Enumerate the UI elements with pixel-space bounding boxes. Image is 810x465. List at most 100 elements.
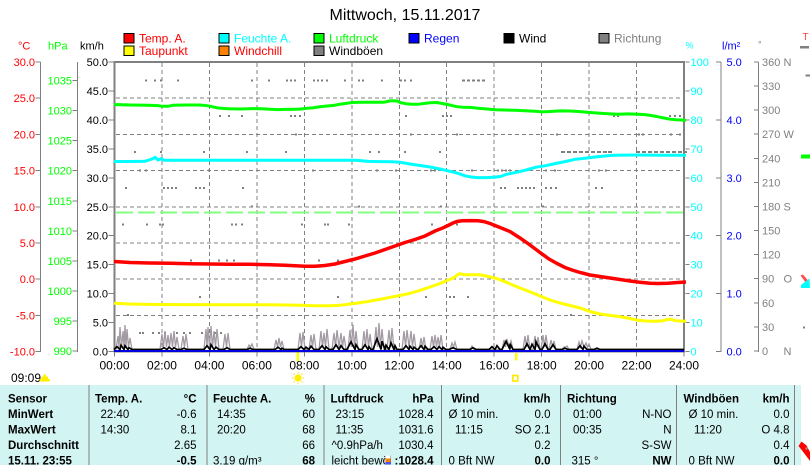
svg-text:Windböen: Windböen	[684, 394, 739, 406]
svg-text:70: 70	[691, 144, 703, 156]
svg-text:S: S	[784, 201, 791, 213]
svg-text:1035: 1035	[48, 76, 72, 88]
svg-text:Durchschnitt: Durchschnitt	[8, 440, 79, 452]
svg-text:%: %	[305, 394, 315, 406]
svg-text:hPa: hPa	[412, 394, 434, 406]
svg-text:Feuchte A.: Feuchte A.	[213, 394, 271, 406]
svg-text:Temp. A.: Temp. A.	[139, 32, 186, 46]
svg-text:8.1: 8.1	[181, 425, 197, 437]
svg-text:14:00: 14:00	[432, 359, 462, 373]
svg-text:0.0: 0.0	[535, 456, 551, 465]
svg-text:Sensor: Sensor	[8, 394, 48, 406]
svg-text:10:00: 10:00	[337, 359, 367, 373]
svg-text:0.0: 0.0	[93, 347, 108, 359]
svg-text:40.0: 40.0	[87, 115, 108, 127]
svg-text:90: 90	[691, 86, 703, 98]
svg-text:0.0: 0.0	[774, 409, 790, 421]
svg-text:240: 240	[762, 153, 780, 165]
svg-text:Ø 10 min.: Ø 10 min.	[689, 409, 739, 421]
svg-text:Temp. A.: Temp. A.	[95, 394, 142, 406]
svg-text:120: 120	[762, 250, 780, 262]
svg-text:km/h: km/h	[763, 394, 790, 406]
svg-text:S-SW: S-SW	[641, 440, 671, 452]
svg-text:2.0: 2.0	[727, 231, 742, 243]
svg-text:24:00: 24:00	[669, 359, 699, 373]
svg-text:06:00: 06:00	[242, 359, 272, 373]
svg-text:300: 300	[762, 105, 780, 117]
svg-text:30.0: 30.0	[14, 57, 35, 69]
svg-text:14:35: 14:35	[217, 409, 246, 421]
svg-text:1005: 1005	[48, 256, 72, 268]
svg-text:22:40: 22:40	[101, 409, 130, 421]
svg-text:3.0: 3.0	[727, 173, 742, 185]
svg-text:1031.6: 1031.6	[398, 425, 433, 437]
svg-text:04:00: 04:00	[194, 359, 224, 373]
svg-text:10.0: 10.0	[14, 202, 35, 214]
svg-text:100: 100	[691, 57, 709, 69]
svg-text:Luftdruck: Luftdruck	[331, 394, 385, 406]
svg-text:0.0: 0.0	[535, 409, 551, 421]
svg-text:l/m²: l/m²	[722, 41, 741, 53]
svg-text:11:35: 11:35	[336, 425, 364, 437]
svg-text:68: 68	[302, 456, 315, 465]
svg-text:01:00: 01:00	[573, 409, 602, 421]
svg-text:1010: 1010	[48, 226, 72, 238]
svg-text:15.0: 15.0	[14, 166, 35, 178]
svg-text:T: T	[803, 32, 809, 43]
svg-text:50: 50	[691, 202, 703, 214]
svg-text:1030: 1030	[48, 106, 72, 118]
svg-text:60: 60	[762, 298, 774, 310]
svg-text:Windchill: Windchill	[234, 44, 282, 58]
svg-text:°: °	[758, 40, 762, 50]
svg-text:00:00: 00:00	[99, 359, 129, 373]
svg-text:11:15: 11:15	[455, 425, 483, 437]
svg-text:km/h: km/h	[524, 394, 551, 406]
svg-text:W: W	[784, 129, 795, 141]
svg-text::1028.4: :1028.4	[394, 456, 434, 465]
svg-text:330: 330	[762, 81, 780, 93]
svg-text:O 4.8: O 4.8	[761, 425, 789, 437]
svg-text:20.0: 20.0	[14, 129, 35, 141]
svg-text:%: %	[686, 41, 694, 51]
svg-text:60: 60	[302, 409, 315, 421]
svg-text:Wind: Wind	[452, 394, 480, 406]
svg-text:°C: °C	[184, 394, 197, 406]
svg-text:Richtung: Richtung	[614, 32, 661, 46]
svg-text:02:00: 02:00	[147, 359, 177, 373]
svg-text:22:00: 22:00	[622, 359, 652, 373]
svg-text:210: 210	[762, 177, 780, 189]
svg-text:23:15: 23:15	[336, 409, 365, 421]
svg-text:10.0: 10.0	[87, 289, 108, 301]
svg-text:MinWert: MinWert	[8, 409, 53, 421]
svg-text:leicht bewöl: leicht bewöl	[332, 456, 392, 465]
svg-text:5.0: 5.0	[93, 318, 108, 330]
svg-text:1020: 1020	[48, 166, 72, 178]
svg-text:20:00: 20:00	[574, 359, 604, 373]
svg-text:1.0: 1.0	[727, 289, 742, 301]
svg-text:45.0: 45.0	[87, 86, 108, 98]
svg-text:0: 0	[691, 347, 697, 359]
svg-text:Mittwoch, 15.11.2017: Mittwoch, 15.11.2017	[330, 7, 481, 24]
svg-text:30: 30	[762, 322, 774, 334]
svg-text:-5.0: -5.0	[16, 310, 35, 322]
svg-text:20:20: 20:20	[217, 425, 246, 437]
svg-text:-10.0: -10.0	[10, 347, 35, 359]
svg-text:995: 995	[54, 316, 72, 328]
svg-text:0.0: 0.0	[20, 274, 35, 286]
svg-text:90: 90	[762, 274, 774, 286]
svg-text:km/h: km/h	[80, 41, 104, 53]
svg-text:°C: °C	[18, 41, 30, 53]
svg-text:0 Bft NW: 0 Bft NW	[449, 456, 495, 465]
svg-text:Feuchte A.: Feuchte A.	[234, 32, 291, 46]
svg-text:990: 990	[54, 346, 72, 358]
svg-text:-0.6: -0.6	[177, 409, 197, 421]
svg-text:66: 66	[302, 440, 315, 452]
svg-text:NW: NW	[652, 456, 671, 465]
svg-text:1015: 1015	[48, 196, 72, 208]
svg-text:Taupunkt: Taupunkt	[139, 44, 188, 58]
svg-text:Wind: Wind	[519, 32, 546, 46]
svg-text:N: N	[784, 57, 792, 69]
svg-text:180: 180	[762, 201, 780, 213]
svg-text:270: 270	[762, 129, 780, 141]
svg-text:0.0: 0.0	[774, 456, 790, 465]
